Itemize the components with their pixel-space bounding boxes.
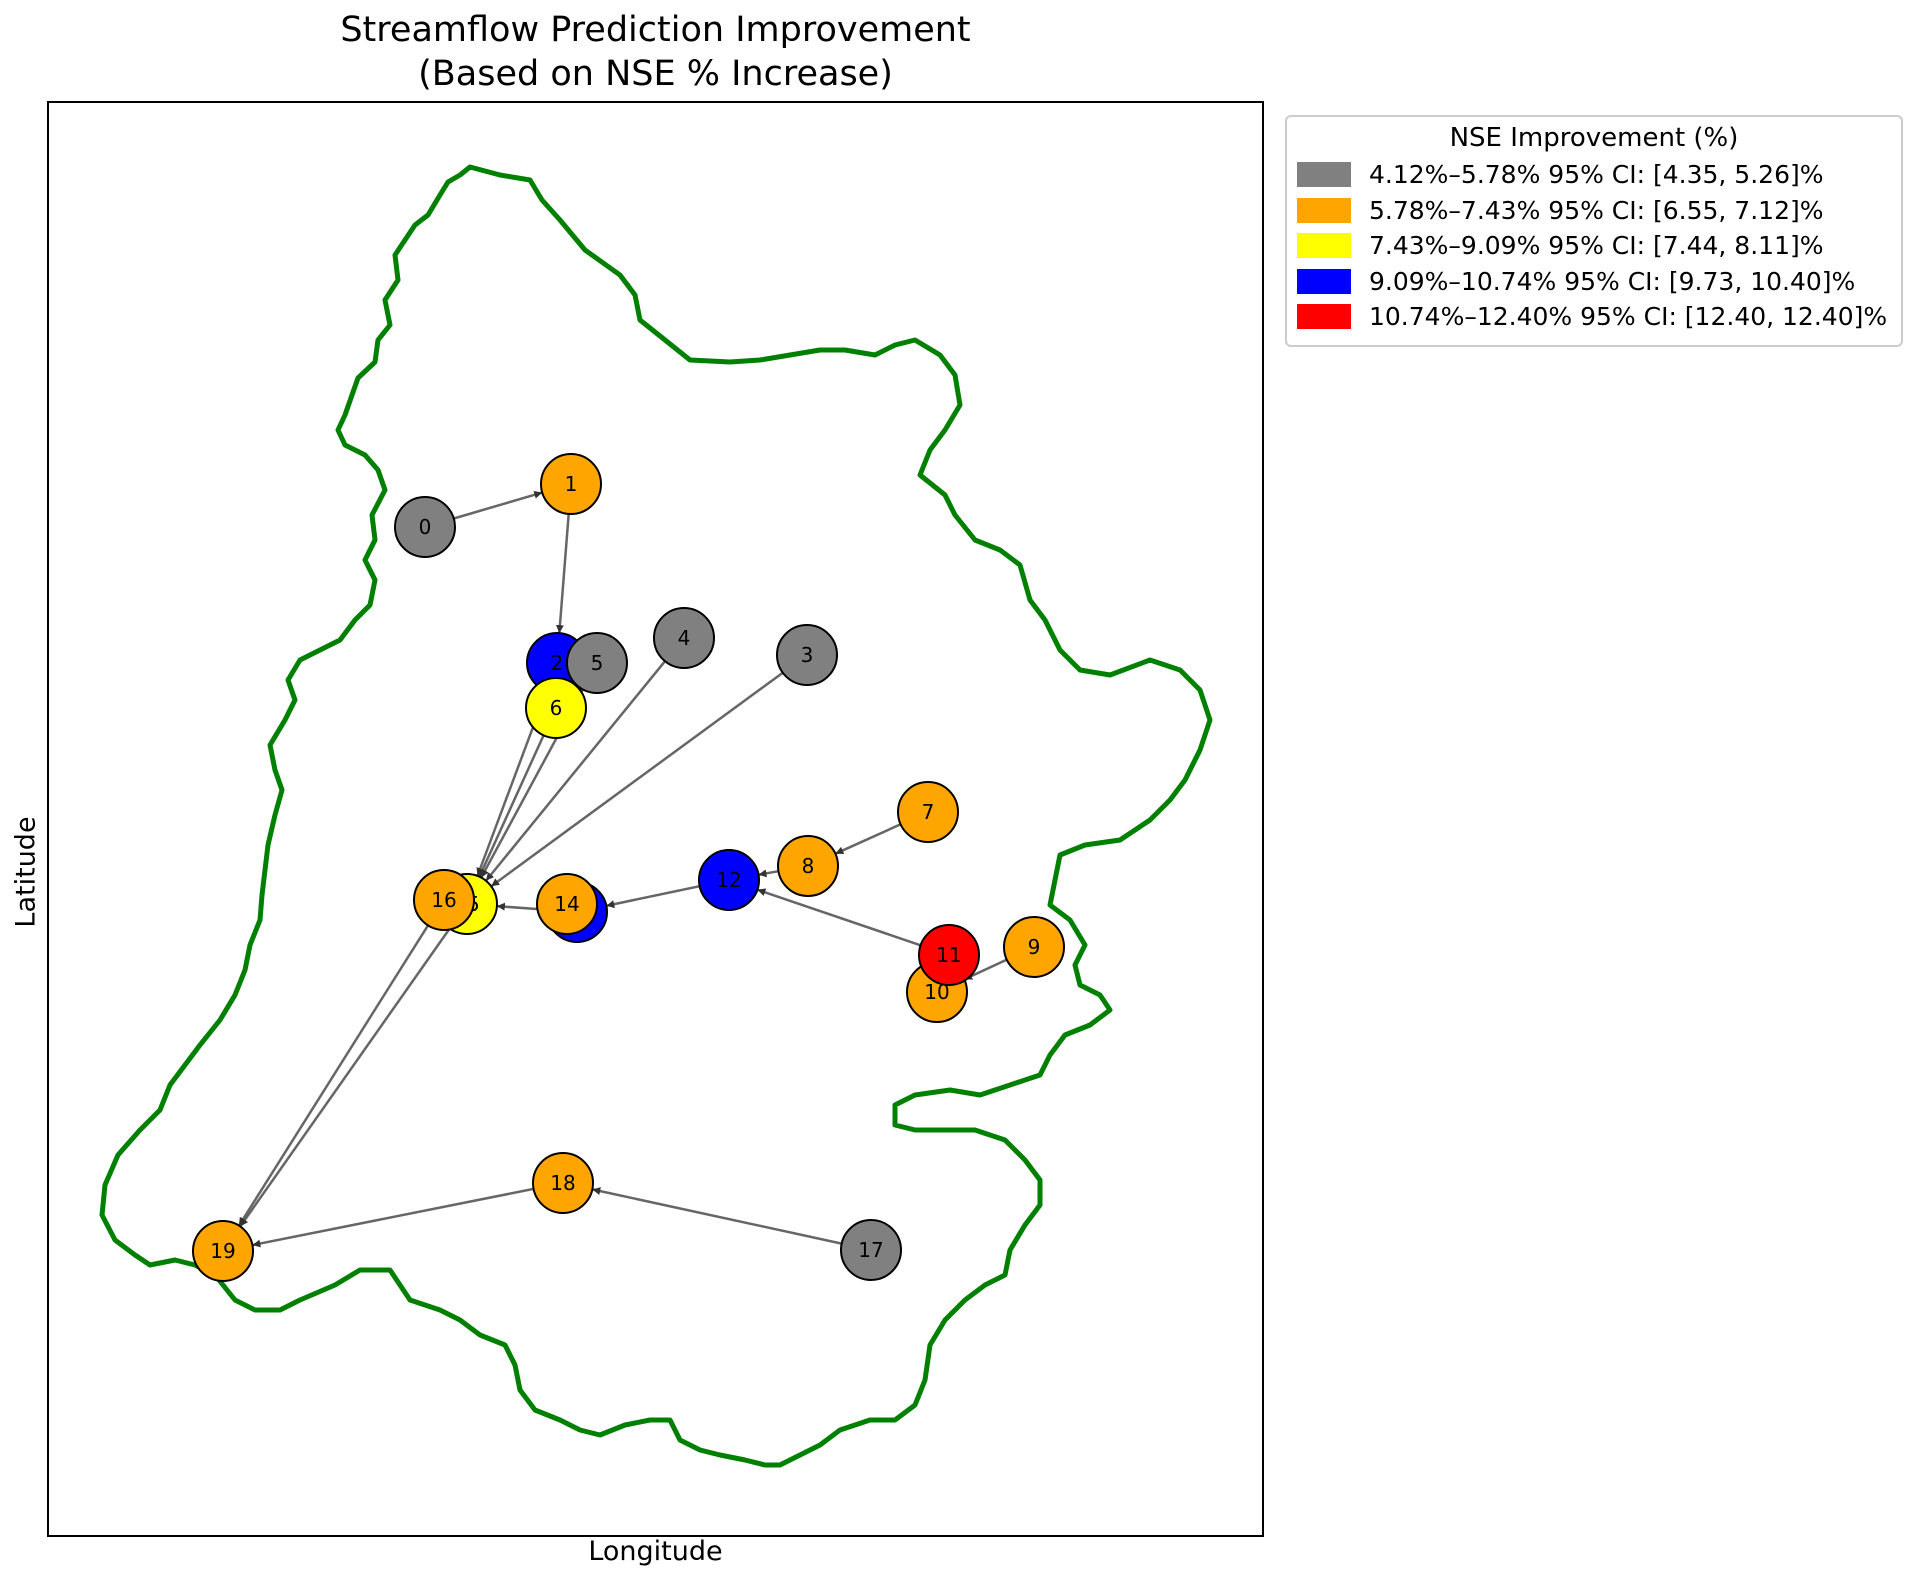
node-label: 14	[554, 892, 579, 916]
node-label: 8	[802, 854, 815, 878]
edge-1-2	[555, 513, 570, 634]
legend-item: 7.43%–9.09% 95% CI: [7.44, 8.11]%	[1287, 228, 1901, 264]
node-circle	[1003, 916, 1065, 978]
node-12: 12	[698, 849, 760, 911]
node-circle	[413, 869, 475, 931]
edge-16-19	[238, 924, 430, 1226]
node-9: 9	[1003, 916, 1065, 978]
node-label: 5	[591, 651, 604, 675]
node-3: 3	[776, 624, 838, 686]
node-circle	[540, 453, 602, 515]
edge-9-10	[964, 958, 1008, 981]
node-label: 18	[550, 1171, 575, 1195]
chart-title: Streamflow Prediction Improvement (Based…	[48, 8, 1263, 96]
edge-11-12	[757, 888, 922, 947]
node-circle	[897, 781, 959, 843]
edges-layer	[238, 490, 1008, 1248]
node-circle	[918, 924, 980, 986]
node-label: 19	[210, 1239, 235, 1263]
nodes-layer: 012345678910111213141516171819	[192, 453, 1065, 1282]
node-label: 11	[936, 943, 961, 967]
edge-0-1	[453, 490, 543, 520]
chart-title-line-2: (Based on NSE % Increase)	[418, 54, 893, 94]
legend-label: 10.74%–12.40% 95% CI: [12.40, 12.40]%	[1369, 302, 1888, 332]
x-axis-label: Longitude	[588, 1536, 723, 1567]
node-circle	[525, 677, 587, 739]
node-label: 0	[419, 515, 432, 539]
node-circle	[653, 607, 715, 669]
node-circle	[566, 632, 628, 694]
node-circle	[532, 1152, 594, 1214]
node-label: 17	[858, 1238, 883, 1262]
node-label: 7	[922, 800, 935, 824]
node-7: 7	[897, 781, 959, 843]
node-16: 16	[413, 869, 475, 931]
legend-item: 4.12%–5.78% 95% CI: [4.35, 5.26]%	[1287, 157, 1901, 193]
node-circle	[777, 835, 839, 897]
basin-boundary	[99, 164, 1213, 1468]
node-4: 4	[653, 607, 715, 669]
edge-8-12	[758, 869, 779, 878]
edge-4-15	[485, 660, 666, 881]
edge-18-19	[252, 1187, 534, 1248]
node-circle	[840, 1219, 902, 1281]
node-label: 1	[565, 472, 578, 496]
node-circle	[698, 849, 760, 911]
node-5: 5	[566, 632, 628, 694]
legend-item: 9.09%–10.74% 95% CI: [9.73, 10.40]%	[1287, 264, 1901, 300]
node-8: 8	[777, 835, 839, 897]
legend-swatch	[1297, 197, 1351, 223]
edge-6-15	[478, 734, 545, 877]
edge-15-19	[239, 927, 451, 1227]
legend-swatch	[1297, 304, 1351, 330]
node-1: 1	[540, 453, 602, 515]
y-axis-label: Latitude	[10, 816, 42, 928]
legend-item: 10.74%–12.40% 95% CI: [12.40, 12.40]%	[1287, 299, 1901, 335]
legend: NSE Improvement (%) 4.12%–5.78% 95% CI: …	[1285, 115, 1903, 347]
legend-swatch	[1297, 268, 1351, 294]
node-14: 14	[536, 873, 598, 935]
node-11: 11	[918, 924, 980, 986]
legend-label: 7.43%–9.09% 95% CI: [7.44, 8.11]%	[1369, 231, 1824, 261]
legend-swatch	[1297, 162, 1351, 188]
chart-title-line-1: Streamflow Prediction Improvement	[340, 10, 971, 50]
plot-frame	[47, 101, 1264, 1537]
legend-item: 5.78%–7.43% 95% CI: [6.55, 7.12]%	[1287, 193, 1901, 229]
legend-label: 9.09%–10.74% 95% CI: [9.73, 10.40]%	[1369, 266, 1856, 296]
node-0: 0	[394, 496, 456, 558]
node-label: 6	[550, 696, 563, 720]
edge-7-8	[835, 823, 902, 855]
node-label: 3	[801, 643, 814, 667]
node-label: 9	[1028, 935, 1041, 959]
node-label: 4	[678, 626, 691, 650]
node-circle	[192, 1220, 254, 1282]
legend-swatch	[1297, 233, 1351, 259]
edge-3-15	[491, 671, 784, 887]
node-circle	[394, 496, 456, 558]
node-6: 6	[525, 677, 587, 739]
node-label: 12	[716, 868, 741, 892]
node-circle	[776, 624, 838, 686]
legend-title: NSE Improvement (%)	[1449, 123, 1739, 153]
node-label: 2	[551, 651, 564, 675]
legend-label: 5.78%–7.43% 95% CI: [6.55, 7.12]%	[1369, 195, 1824, 225]
node-19: 19	[192, 1220, 254, 1282]
node-label: 16	[431, 888, 456, 912]
legend-label: 4.12%–5.78% 95% CI: [4.35, 5.26]%	[1369, 160, 1824, 190]
node-circle	[536, 873, 598, 935]
node-17: 17	[840, 1219, 902, 1281]
edge-12-13	[606, 884, 700, 909]
edge-17-18	[592, 1187, 842, 1245]
node-18: 18	[532, 1152, 594, 1214]
